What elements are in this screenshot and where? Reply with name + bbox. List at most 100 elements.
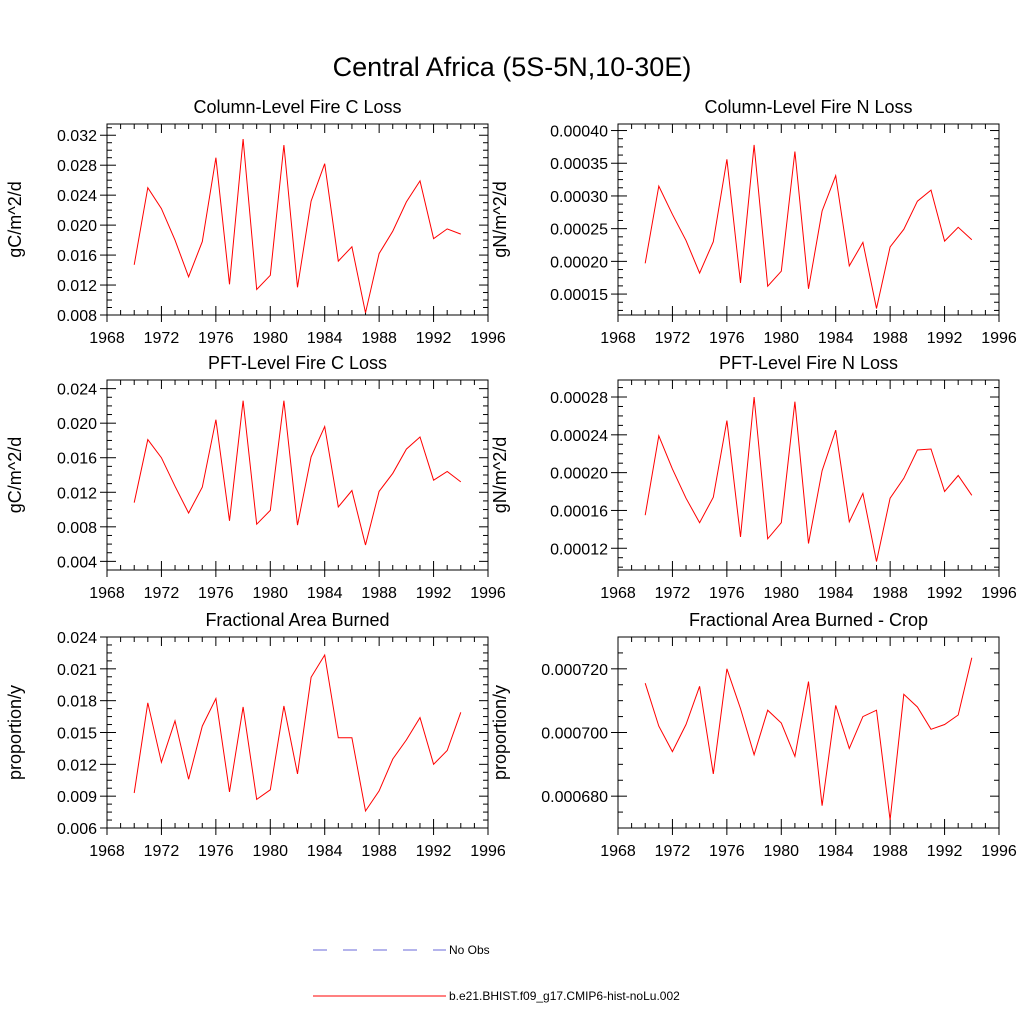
chart-panel-6: Fractional Area Burned - Crop 1968 1972 197… bbox=[490, 610, 1017, 860]
x-tick-label: 1984 bbox=[818, 330, 854, 347]
x-tick-label: 1976 bbox=[709, 330, 745, 347]
y-tick-label: 0.008 bbox=[57, 520, 97, 537]
figure-title: Central Africa (5S-5N,10-30E) bbox=[333, 52, 692, 82]
x-tick-label: 1992 bbox=[927, 843, 963, 860]
y-tick-label: 0.024 bbox=[57, 188, 97, 205]
y-tick-label: 0.00020 bbox=[550, 466, 608, 483]
x-tick-label: 1980 bbox=[252, 843, 288, 860]
y-tick-label: 0.020 bbox=[57, 218, 97, 235]
x-tick-label: 1968 bbox=[600, 330, 636, 347]
y-tick-label: 0.004 bbox=[57, 554, 97, 571]
legend-label-no-obs: No Obs bbox=[449, 943, 490, 957]
y-tick-label: 0.032 bbox=[57, 128, 97, 145]
y-tick-label: 0.000700 bbox=[541, 726, 608, 743]
series-line-1 bbox=[644, 144, 973, 309]
x-tick-label: 1980 bbox=[763, 843, 799, 860]
x-tick-label: 1972 bbox=[144, 843, 180, 860]
x-tick-label: 1984 bbox=[818, 843, 854, 860]
x-tick-label: 1996 bbox=[981, 585, 1017, 602]
y-tick-label: 0.00015 bbox=[550, 287, 608, 304]
x-tick-label: 1976 bbox=[709, 843, 745, 860]
y-tick-label: 0.009 bbox=[57, 789, 97, 806]
y-tick-label: 0.00040 bbox=[550, 124, 608, 141]
panel-title: PFT-Level Fire C Loss bbox=[208, 353, 387, 373]
panels: Column-Level Fire C Loss 1968 1972 1976 1980… bbox=[5, 97, 1017, 860]
x-tick-label: 1968 bbox=[89, 585, 125, 602]
x-tick-label: 1984 bbox=[307, 585, 343, 602]
x-tick-label: 1972 bbox=[655, 843, 691, 860]
y-tick-label: 0.00035 bbox=[550, 156, 608, 173]
y-tick-label: 0.000680 bbox=[541, 789, 608, 806]
x-tick-label: 1996 bbox=[981, 330, 1017, 347]
legend: No Obs b.e21.BHIST.f09_g17.CMIP6-hist-no… bbox=[313, 943, 680, 1003]
y-tick-label: 0.000720 bbox=[541, 662, 608, 679]
y-tick-label: 0.024 bbox=[57, 382, 97, 399]
y-tick-label: 0.021 bbox=[57, 662, 97, 679]
y-tick-label: 0.012 bbox=[57, 757, 97, 774]
x-tick-label: 1996 bbox=[470, 843, 506, 860]
x-tick-label: 1988 bbox=[872, 330, 908, 347]
panel-title: PFT-Level Fire N Loss bbox=[719, 353, 898, 373]
y-tick-label: 0.018 bbox=[57, 694, 97, 711]
x-tick-label: 1980 bbox=[252, 330, 288, 347]
y-tick-label: 0.00028 bbox=[550, 390, 608, 407]
chart-panel-2: Column-Level Fire N Loss 1968 1972 1976 1980… bbox=[490, 97, 1017, 347]
y-tick-label: 0.012 bbox=[57, 485, 97, 502]
y-tick-label: 0.016 bbox=[57, 248, 97, 265]
series-line-1 bbox=[644, 396, 973, 562]
x-tick-label: 1992 bbox=[927, 585, 963, 602]
x-tick-label: 1988 bbox=[361, 843, 397, 860]
x-tick-label: 1980 bbox=[763, 330, 799, 347]
series-line-1 bbox=[133, 138, 461, 313]
y-axis-label: gN/m^2/d bbox=[490, 181, 510, 257]
y-tick-label: 0.020 bbox=[57, 416, 97, 433]
x-tick-label: 1972 bbox=[655, 585, 691, 602]
x-tick-label: 1984 bbox=[307, 843, 343, 860]
x-tick-label: 1996 bbox=[470, 585, 506, 602]
y-tick-label: 0.028 bbox=[57, 158, 97, 175]
panel-title: Fractional Area Burned - Crop bbox=[689, 610, 928, 630]
x-tick-label: 1968 bbox=[89, 843, 125, 860]
x-tick-label: 1980 bbox=[763, 585, 799, 602]
x-tick-label: 1984 bbox=[307, 330, 343, 347]
x-tick-label: 1992 bbox=[416, 585, 452, 602]
y-tick-label: 0.006 bbox=[57, 821, 97, 838]
x-tick-label: 1968 bbox=[600, 585, 636, 602]
x-tick-label: 1976 bbox=[198, 585, 234, 602]
x-tick-label: 1996 bbox=[470, 330, 506, 347]
chart-panel-3: PFT-Level Fire C Loss 1968 1972 1976 1980 198… bbox=[5, 353, 506, 602]
x-tick-label: 1980 bbox=[252, 585, 288, 602]
chart-panel-1: Column-Level Fire C Loss 1968 1972 1976 1980… bbox=[5, 97, 506, 347]
y-tick-label: 0.00020 bbox=[550, 254, 608, 271]
y-tick-label: 0.00025 bbox=[550, 222, 608, 239]
chart-panel-5: Fractional Area Burned 1968 1972 1976 1980 19… bbox=[5, 610, 506, 860]
x-tick-label: 1976 bbox=[709, 585, 745, 602]
y-tick-label: 0.024 bbox=[57, 630, 97, 647]
y-axis-label: gC/m^2/d bbox=[5, 181, 25, 257]
y-tick-label: 0.00016 bbox=[550, 503, 608, 520]
y-tick-label: 0.00012 bbox=[550, 541, 608, 558]
chart-panel-4: PFT-Level Fire N Loss 1968 1972 1976 1980 198… bbox=[490, 353, 1017, 602]
x-tick-label: 1992 bbox=[416, 330, 452, 347]
y-axis-label: proportion/y bbox=[5, 685, 25, 780]
y-axis-label: gC/m^2/d bbox=[5, 437, 25, 513]
y-tick-label: 0.008 bbox=[57, 308, 97, 325]
x-tick-label: 1972 bbox=[144, 585, 180, 602]
x-tick-label: 1988 bbox=[361, 585, 397, 602]
x-tick-label: 1992 bbox=[927, 330, 963, 347]
y-tick-label: 0.00024 bbox=[550, 428, 608, 445]
x-tick-label: 1992 bbox=[416, 843, 452, 860]
series-line-1 bbox=[133, 653, 462, 813]
y-axis-label: gN/m^2/d bbox=[490, 437, 510, 513]
x-tick-label: 1968 bbox=[89, 330, 125, 347]
y-tick-label: 0.016 bbox=[57, 451, 97, 468]
y-tick-label: 0.012 bbox=[57, 278, 97, 295]
x-tick-label: 1976 bbox=[198, 843, 234, 860]
y-tick-label: 0.00030 bbox=[550, 189, 608, 206]
x-tick-label: 1984 bbox=[818, 585, 854, 602]
y-tick-label: 0.015 bbox=[57, 726, 97, 743]
panel-title: Column-Level Fire N Loss bbox=[704, 97, 912, 117]
x-tick-label: 1988 bbox=[872, 843, 908, 860]
